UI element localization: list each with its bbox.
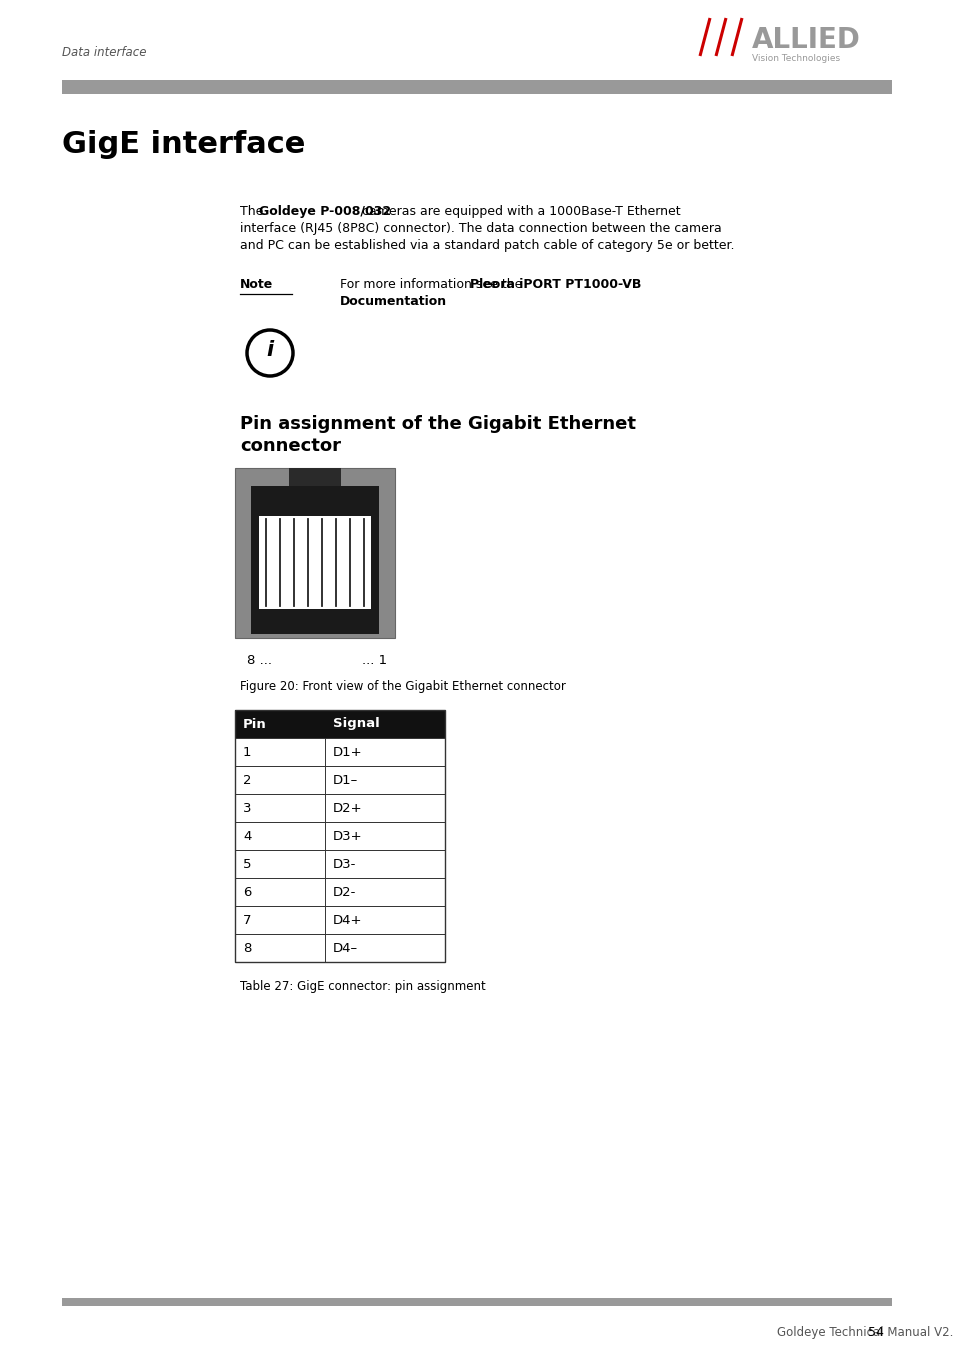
Text: Pin: Pin bbox=[243, 717, 267, 730]
Text: Table 27: GigE connector: pin assignment: Table 27: GigE connector: pin assignment bbox=[240, 980, 485, 994]
Bar bbox=[234, 878, 444, 906]
Bar bbox=[234, 738, 444, 765]
Bar bbox=[62, 1297, 891, 1305]
Text: D4–: D4– bbox=[333, 941, 357, 954]
Text: Documentation: Documentation bbox=[339, 296, 447, 308]
Text: Pin assignment of the Gigabit Ethernet: Pin assignment of the Gigabit Ethernet bbox=[240, 414, 636, 433]
Text: Signal: Signal bbox=[333, 717, 379, 730]
Text: interface (RJ45 (8P8C) connector). The data connection between the camera: interface (RJ45 (8P8C) connector). The d… bbox=[240, 221, 721, 235]
Text: Goldeye Technical Manual V2.5.0: Goldeye Technical Manual V2.5.0 bbox=[776, 1326, 953, 1339]
Text: i: i bbox=[266, 340, 274, 360]
Text: ... 1: ... 1 bbox=[361, 653, 387, 667]
Bar bbox=[258, 516, 371, 609]
Text: D2-: D2- bbox=[333, 886, 356, 899]
Text: 1: 1 bbox=[243, 745, 252, 759]
Bar bbox=[251, 486, 378, 634]
Text: 7: 7 bbox=[243, 914, 252, 926]
Text: D1–: D1– bbox=[333, 774, 358, 787]
Bar bbox=[234, 822, 444, 850]
Text: 8: 8 bbox=[243, 941, 251, 954]
Text: .: . bbox=[415, 296, 419, 308]
Bar bbox=[234, 794, 444, 822]
Text: connector: connector bbox=[240, 437, 340, 455]
Bar bbox=[234, 934, 444, 963]
Text: 4: 4 bbox=[243, 829, 251, 842]
Text: D2+: D2+ bbox=[333, 802, 362, 814]
Text: D4+: D4+ bbox=[333, 914, 362, 926]
Text: Note: Note bbox=[240, 278, 273, 292]
Text: D1+: D1+ bbox=[333, 745, 362, 759]
Text: and PC can be established via a standard patch cable of category 5e or better.: and PC can be established via a standard… bbox=[240, 239, 734, 252]
Text: Data interface: Data interface bbox=[62, 46, 147, 58]
Text: ALLIED: ALLIED bbox=[751, 26, 860, 54]
Bar bbox=[234, 850, 444, 878]
Text: 3: 3 bbox=[243, 802, 252, 814]
Text: Pleora iPORT PT1000-VB: Pleora iPORT PT1000-VB bbox=[470, 278, 641, 292]
Text: For more information see the: For more information see the bbox=[339, 278, 526, 292]
Text: Goldeye P-008/032: Goldeye P-008/032 bbox=[259, 205, 391, 217]
Bar bbox=[234, 468, 395, 639]
Text: 6: 6 bbox=[243, 886, 251, 899]
Bar bbox=[234, 765, 444, 794]
Text: GigE interface: GigE interface bbox=[62, 130, 305, 159]
Text: 8 ...: 8 ... bbox=[247, 653, 272, 667]
Bar bbox=[289, 468, 340, 487]
Text: cameras are equipped with a 1000Base-T Ethernet: cameras are equipped with a 1000Base-T E… bbox=[357, 205, 679, 217]
Bar bbox=[234, 710, 444, 738]
Bar bbox=[234, 710, 444, 963]
Text: 5: 5 bbox=[243, 857, 252, 871]
Text: D3-: D3- bbox=[333, 857, 356, 871]
Bar bbox=[234, 906, 444, 934]
Text: 2: 2 bbox=[243, 774, 252, 787]
Text: Vision Technologies: Vision Technologies bbox=[751, 54, 840, 63]
Bar bbox=[62, 80, 891, 94]
Text: The: The bbox=[240, 205, 267, 217]
Text: Figure 20: Front view of the Gigabit Ethernet connector: Figure 20: Front view of the Gigabit Eth… bbox=[240, 680, 565, 693]
Text: 54: 54 bbox=[867, 1326, 883, 1339]
Text: D3+: D3+ bbox=[333, 829, 362, 842]
